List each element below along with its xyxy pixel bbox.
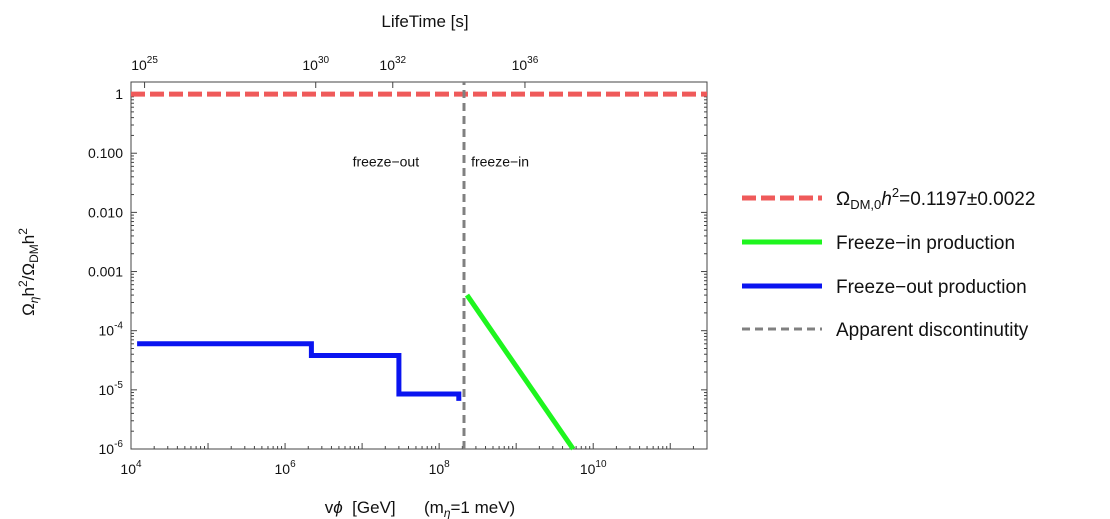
- series-layer: [131, 82, 707, 451]
- top-tick-label: 1030: [302, 55, 329, 73]
- y-tick-label: 0.100: [88, 145, 123, 161]
- series-freeze-in: [464, 293, 576, 451]
- x-axis-title: vϕ [GeV] (mη=1 meV): [325, 498, 515, 519]
- y-tick-label: 10-4: [99, 321, 124, 339]
- legend-label-discontinuity: Apparent discontinutity: [836, 320, 1029, 341]
- x-tick-label: 1010: [580, 459, 607, 477]
- x-tick-label: 104: [120, 459, 142, 477]
- legend: ΩDM,0h2=0.1197±0.0022 Freeze−in producti…: [742, 185, 1035, 341]
- x-tick-label: 106: [274, 459, 296, 477]
- top-tick-label: 1032: [379, 55, 406, 73]
- annotation-freeze-in: freeze−in: [471, 153, 529, 169]
- top-tick-label: 1025: [131, 55, 158, 73]
- y-tick-label: 10-5: [99, 380, 124, 398]
- series-freeze-out: [137, 341, 462, 401]
- y-axis-ticks: 1 0.100 0.010 0.001 10-4 10-5 10-6: [88, 86, 707, 457]
- y-tick-label: 0.001: [88, 264, 123, 280]
- y-tick-label: 0.010: [88, 204, 123, 220]
- x-axis-ticks: 104 106 108 1010: [120, 443, 708, 477]
- plot-frame: [130, 81, 708, 450]
- y-tick-label: 1: [115, 86, 123, 102]
- legend-label-freeze-in: Freeze−in production: [836, 233, 1015, 254]
- legend-label-dm: ΩDM,0h2=0.1197±0.0022: [836, 185, 1035, 212]
- y-axis-title: Ωηh2/ΩDMh2: [16, 228, 41, 316]
- top-axis-ticks: 1025 1030 1032 1036: [131, 55, 539, 88]
- annotation-freeze-out: freeze−out: [353, 153, 420, 169]
- x-tick-label: 108: [429, 459, 451, 477]
- top-tick-label: 1036: [512, 55, 539, 73]
- y-tick-label: 10-6: [99, 439, 124, 457]
- legend-label-freeze-out: Freeze−out production: [836, 277, 1027, 298]
- top-axis-title: LifeTime [s]: [381, 12, 468, 31]
